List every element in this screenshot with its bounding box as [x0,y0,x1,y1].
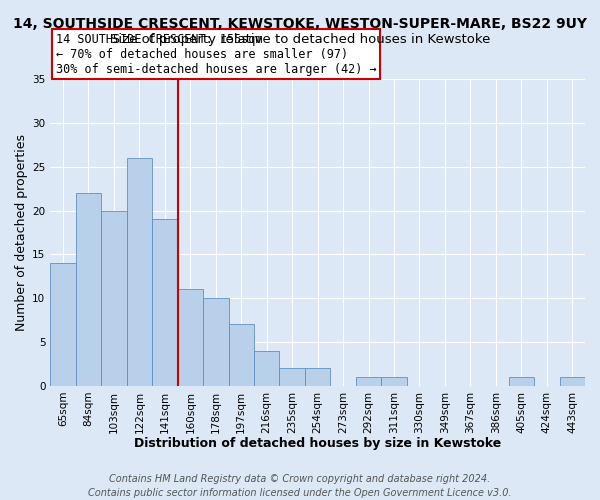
Bar [305,368,331,386]
Text: 14, SOUTHSIDE CRESCENT, KEWSTOKE, WESTON-SUPER-MARE, BS22 9UY: 14, SOUTHSIDE CRESCENT, KEWSTOKE, WESTON… [13,18,587,32]
Bar [203,298,229,386]
Bar [101,210,127,386]
Bar [356,377,381,386]
Bar [229,324,254,386]
Bar [50,263,76,386]
Bar [560,377,585,386]
Bar [178,290,203,386]
Bar [280,368,305,386]
Bar [152,220,178,386]
Text: 14 SOUTHSIDE CRESCENT: 155sqm
← 70% of detached houses are smaller (97)
30% of s: 14 SOUTHSIDE CRESCENT: 155sqm ← 70% of d… [56,33,376,76]
Bar [381,377,407,386]
Bar [509,377,534,386]
Text: Contains HM Land Registry data © Crown copyright and database right 2024.
Contai: Contains HM Land Registry data © Crown c… [88,474,512,498]
Bar [127,158,152,386]
Y-axis label: Number of detached properties: Number of detached properties [15,134,28,331]
X-axis label: Distribution of detached houses by size in Kewstoke: Distribution of detached houses by size … [134,437,501,450]
Text: Size of property relative to detached houses in Kewstoke: Size of property relative to detached ho… [110,32,490,46]
Bar [254,351,280,386]
Bar [76,193,101,386]
